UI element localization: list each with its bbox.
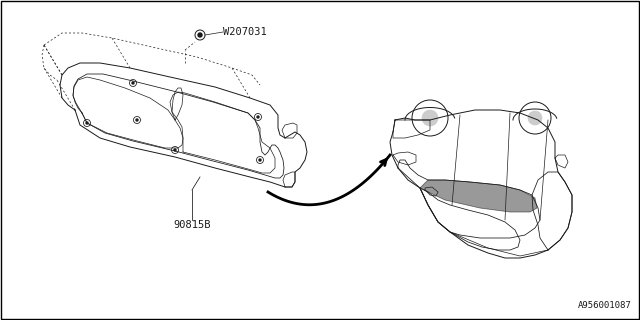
Circle shape	[86, 122, 88, 124]
Circle shape	[136, 119, 138, 121]
Circle shape	[174, 149, 176, 151]
Circle shape	[528, 111, 542, 125]
Text: W207031: W207031	[223, 27, 267, 37]
Circle shape	[257, 116, 259, 118]
Text: A956001087: A956001087	[579, 301, 632, 310]
Circle shape	[422, 110, 438, 126]
Circle shape	[259, 159, 261, 161]
Polygon shape	[420, 180, 537, 212]
Circle shape	[198, 33, 202, 37]
Text: 90815B: 90815B	[173, 220, 211, 230]
Circle shape	[132, 82, 134, 84]
